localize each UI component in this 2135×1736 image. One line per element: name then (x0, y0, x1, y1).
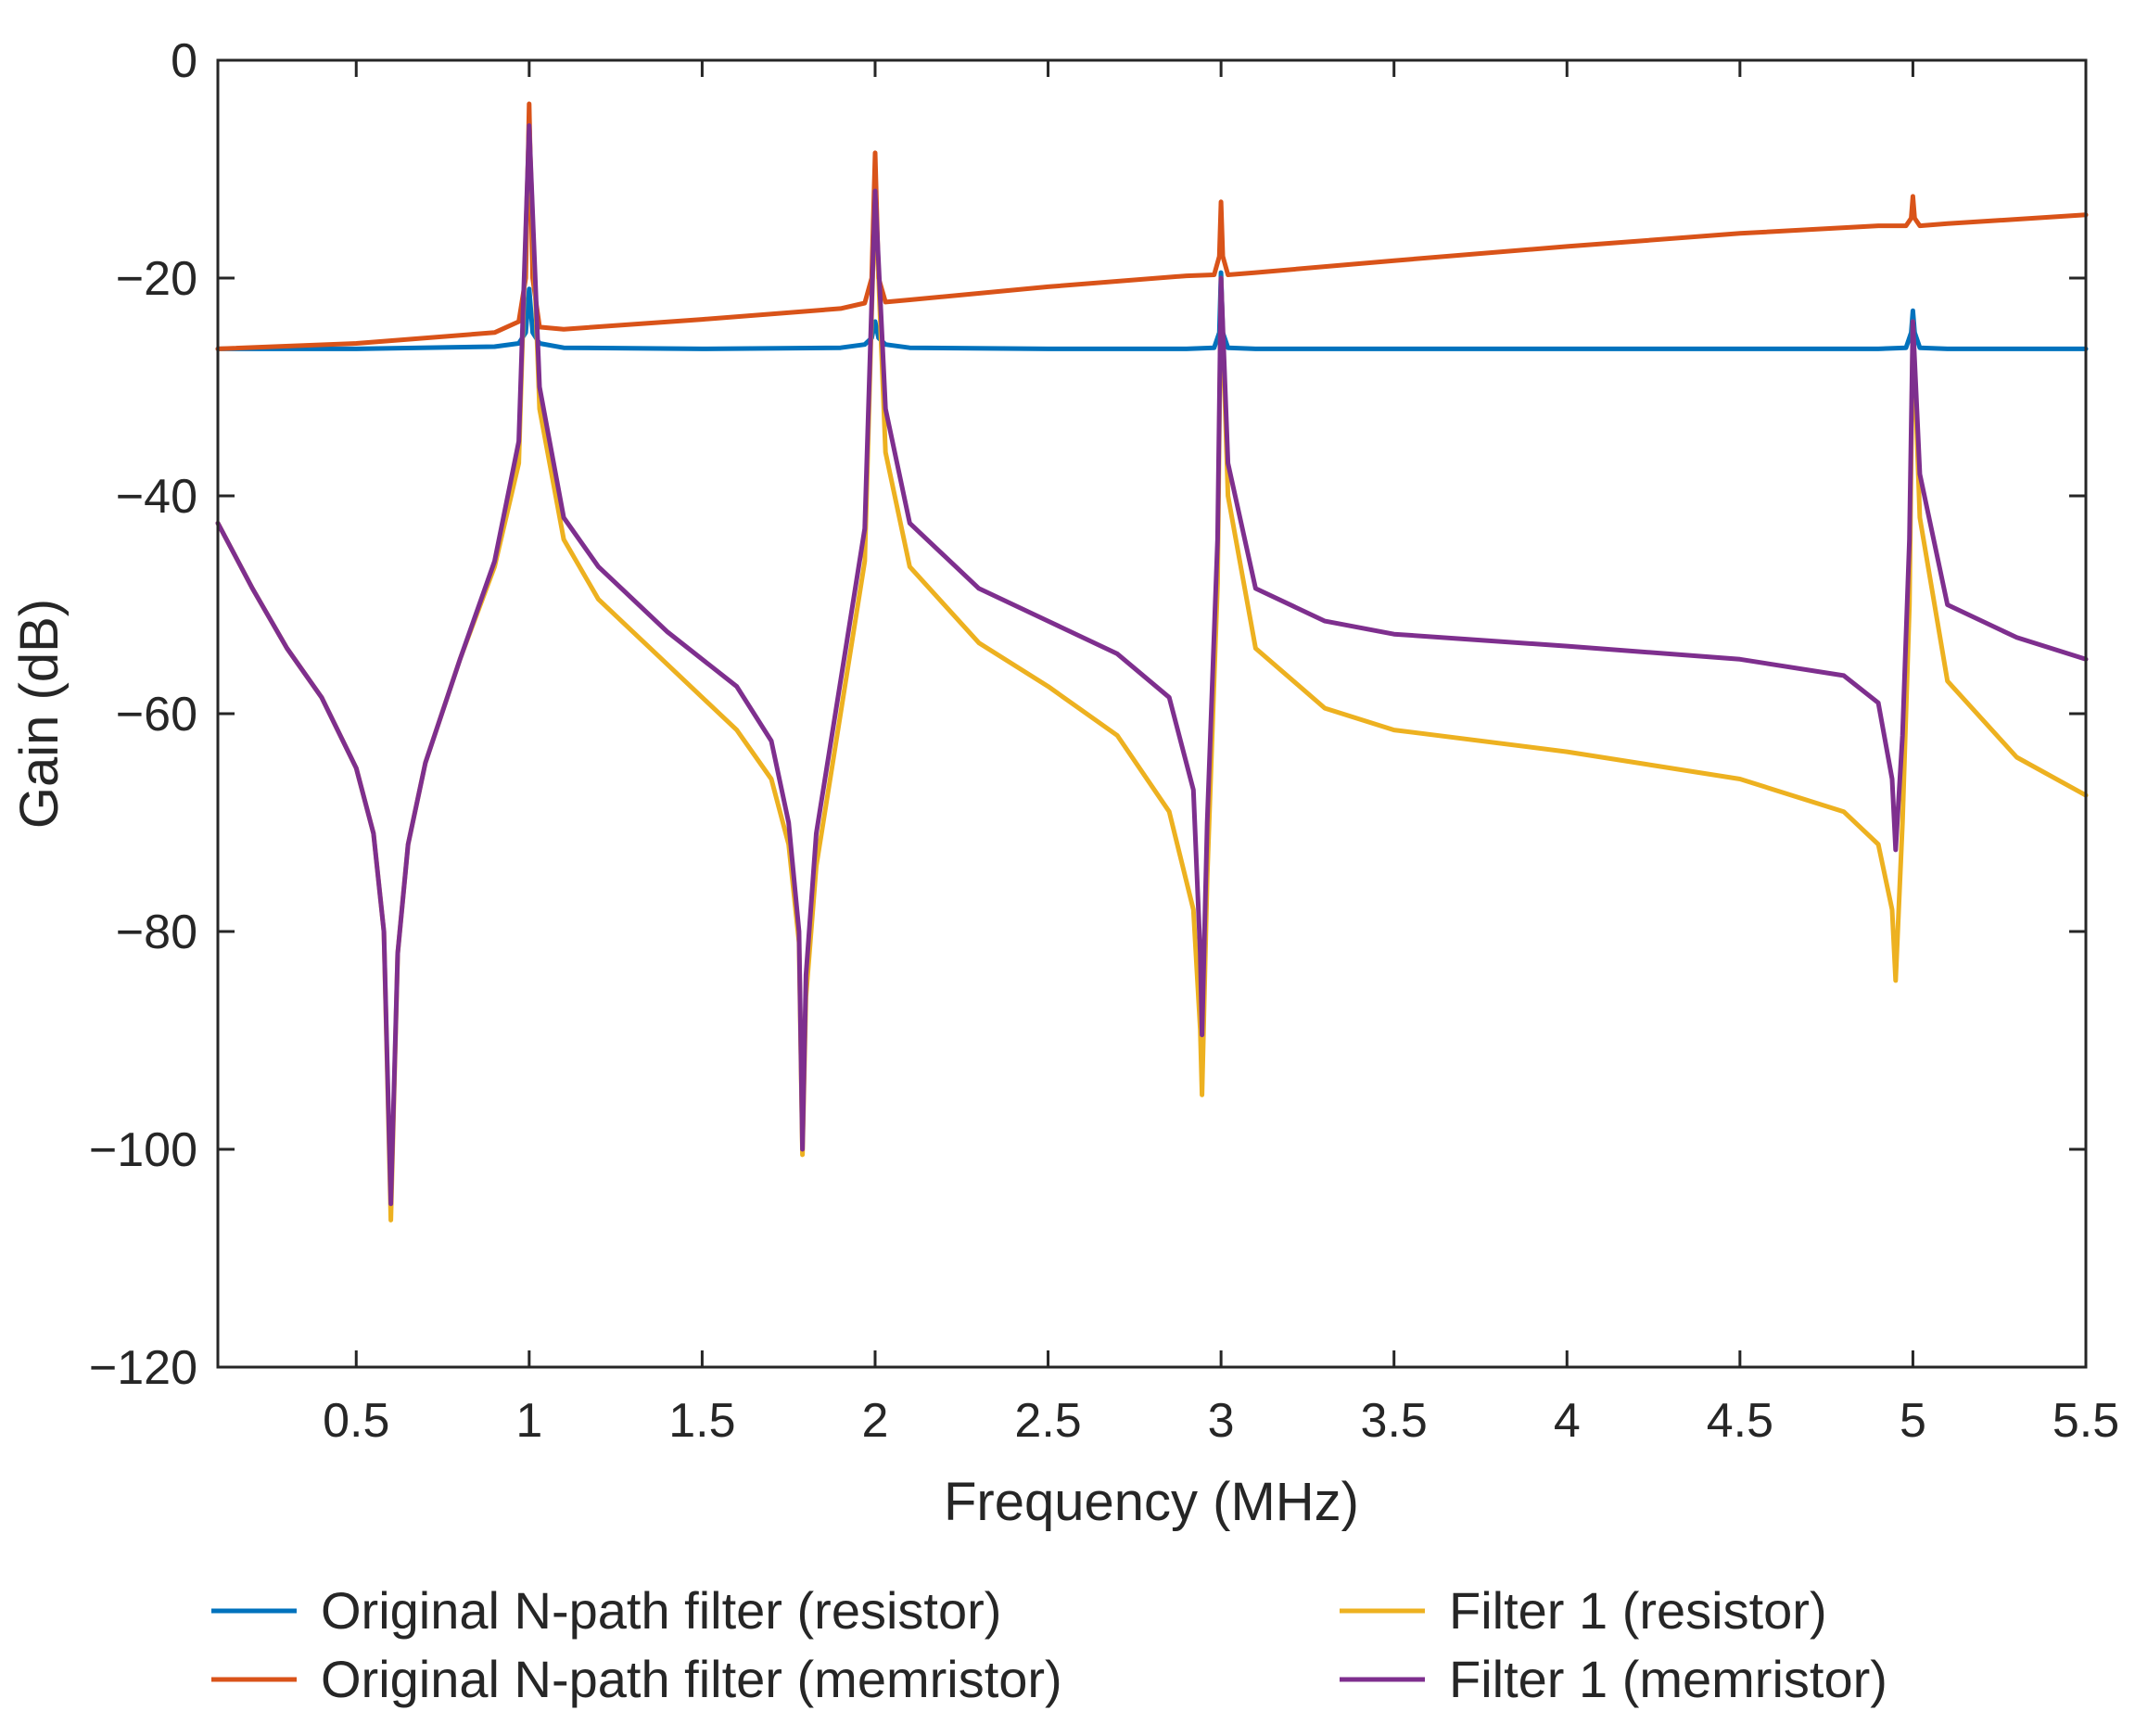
x-tick-label: 1 (515, 1394, 542, 1448)
y-axis-title: Gain (dB) (9, 599, 70, 829)
legend-label-3: Filter 1 (memristor) (1449, 1650, 1887, 1708)
x-tick-label: 3.5 (1361, 1394, 1428, 1448)
y-tick-label: −20 (116, 252, 197, 306)
x-tick-label: 2 (862, 1394, 889, 1448)
x-tick-label: 0.5 (323, 1394, 389, 1448)
legend: Original N-path filter (resistor) Origina… (211, 1581, 1887, 1708)
legend-label-2: Filter 1 (resistor) (1449, 1581, 1827, 1640)
x-tick-label: 4.5 (1707, 1394, 1773, 1448)
x-tick-label: 2.5 (1014, 1394, 1081, 1448)
y-tick-label: −60 (116, 688, 197, 741)
y-axis: 0 −20 −40 −60 −80 −100 −120 (89, 34, 2086, 1395)
y-tick-label: −100 (89, 1123, 197, 1177)
y-tick-label: −40 (116, 470, 197, 524)
legend-label-0: Original N-path filter (resistor) (321, 1581, 1001, 1640)
y-tick-label: 0 (171, 34, 197, 88)
legend-label-1: Original N-path filter (memristor) (321, 1650, 1062, 1708)
x-axis-title: Frequency (MHz) (944, 1472, 1359, 1532)
x-tick-label: 4 (1554, 1394, 1581, 1448)
x-tick-label: 5.5 (2052, 1394, 2119, 1448)
x-axis: 0.5 1 1.5 2 2.5 3 3.5 4 4.5 5 5.5 (323, 60, 2119, 1448)
x-tick-label: 5 (1900, 1394, 1926, 1448)
series-layer (215, 101, 2089, 1223)
x-tick-label: 3 (1208, 1394, 1235, 1448)
series-line-0 (215, 270, 2089, 351)
x-tick-label: 1.5 (668, 1394, 735, 1448)
y-tick-label: −80 (116, 906, 197, 959)
series-line-3 (215, 123, 2089, 1207)
y-tick-label: −120 (89, 1341, 197, 1395)
